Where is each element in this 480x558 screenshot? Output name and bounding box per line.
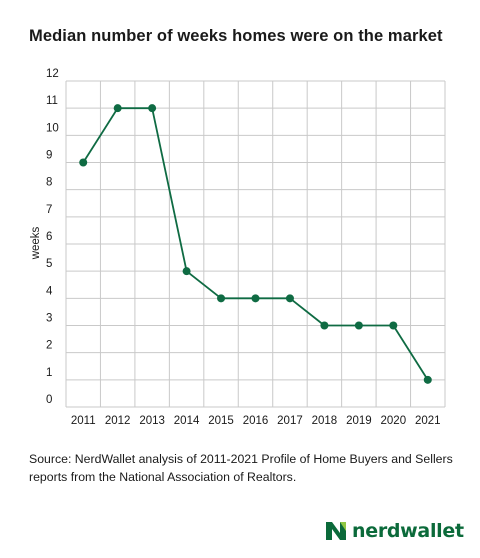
y-tick-label: 7: [46, 204, 52, 216]
data-point: [423, 375, 432, 384]
logo-wordmark: nerdwallet: [352, 520, 464, 542]
y-tick-label: 1: [46, 367, 52, 379]
data-point: [148, 104, 157, 113]
x-tick-label: 2015: [208, 415, 234, 427]
data-point: [320, 321, 329, 330]
x-tick-label: 2011: [71, 415, 96, 427]
y-tick-label: 11: [46, 95, 58, 107]
data-point: [113, 104, 122, 113]
nerdwallet-logo: nerdwallet: [324, 519, 464, 543]
x-tick-label: 2018: [312, 415, 338, 427]
data-point: [389, 321, 398, 330]
source-note: Source: NerdWallet analysis of 2011-2021…: [29, 452, 453, 484]
y-tick-label: 9: [46, 150, 52, 162]
grid: [65, 80, 446, 408]
data-point: [285, 294, 294, 303]
y-axis-label: weeks: [30, 226, 42, 260]
x-tick-label: 2021: [415, 415, 441, 427]
y-tick-label: 6: [46, 231, 52, 243]
nerdwallet-logo-icon: [326, 522, 346, 540]
x-tick-label: 2020: [381, 415, 407, 427]
y-tick-label: 10: [46, 122, 59, 134]
x-tick-label: 2016: [243, 415, 269, 427]
x-tick-label: 2013: [139, 415, 165, 427]
y-tick-label: 4: [46, 285, 53, 297]
y-tick-label: 5: [46, 258, 52, 270]
y-tick-label: 8: [46, 177, 52, 189]
x-axis-ticks: 2011 2012 2013 2014 2015 2016 2017 2018 2019 2020…: [71, 415, 441, 427]
x-tick-label: 2017: [277, 415, 303, 427]
y-tick-label: 3: [46, 313, 52, 325]
chart-title: Median number of weeks homes were on the…: [29, 27, 443, 45]
y-tick-label: 2: [46, 340, 52, 352]
data-point: [354, 321, 363, 330]
x-tick-label: 2019: [346, 415, 372, 427]
data-point: [217, 294, 226, 303]
series: [79, 104, 432, 384]
y-tick-label: 12: [46, 68, 59, 80]
x-tick-label: 2012: [105, 415, 131, 427]
y-tick-label: 0: [46, 394, 52, 406]
x-tick-label: 2014: [174, 415, 200, 427]
data-point: [79, 158, 88, 167]
data-point: [251, 294, 260, 303]
data-point: [182, 267, 191, 276]
